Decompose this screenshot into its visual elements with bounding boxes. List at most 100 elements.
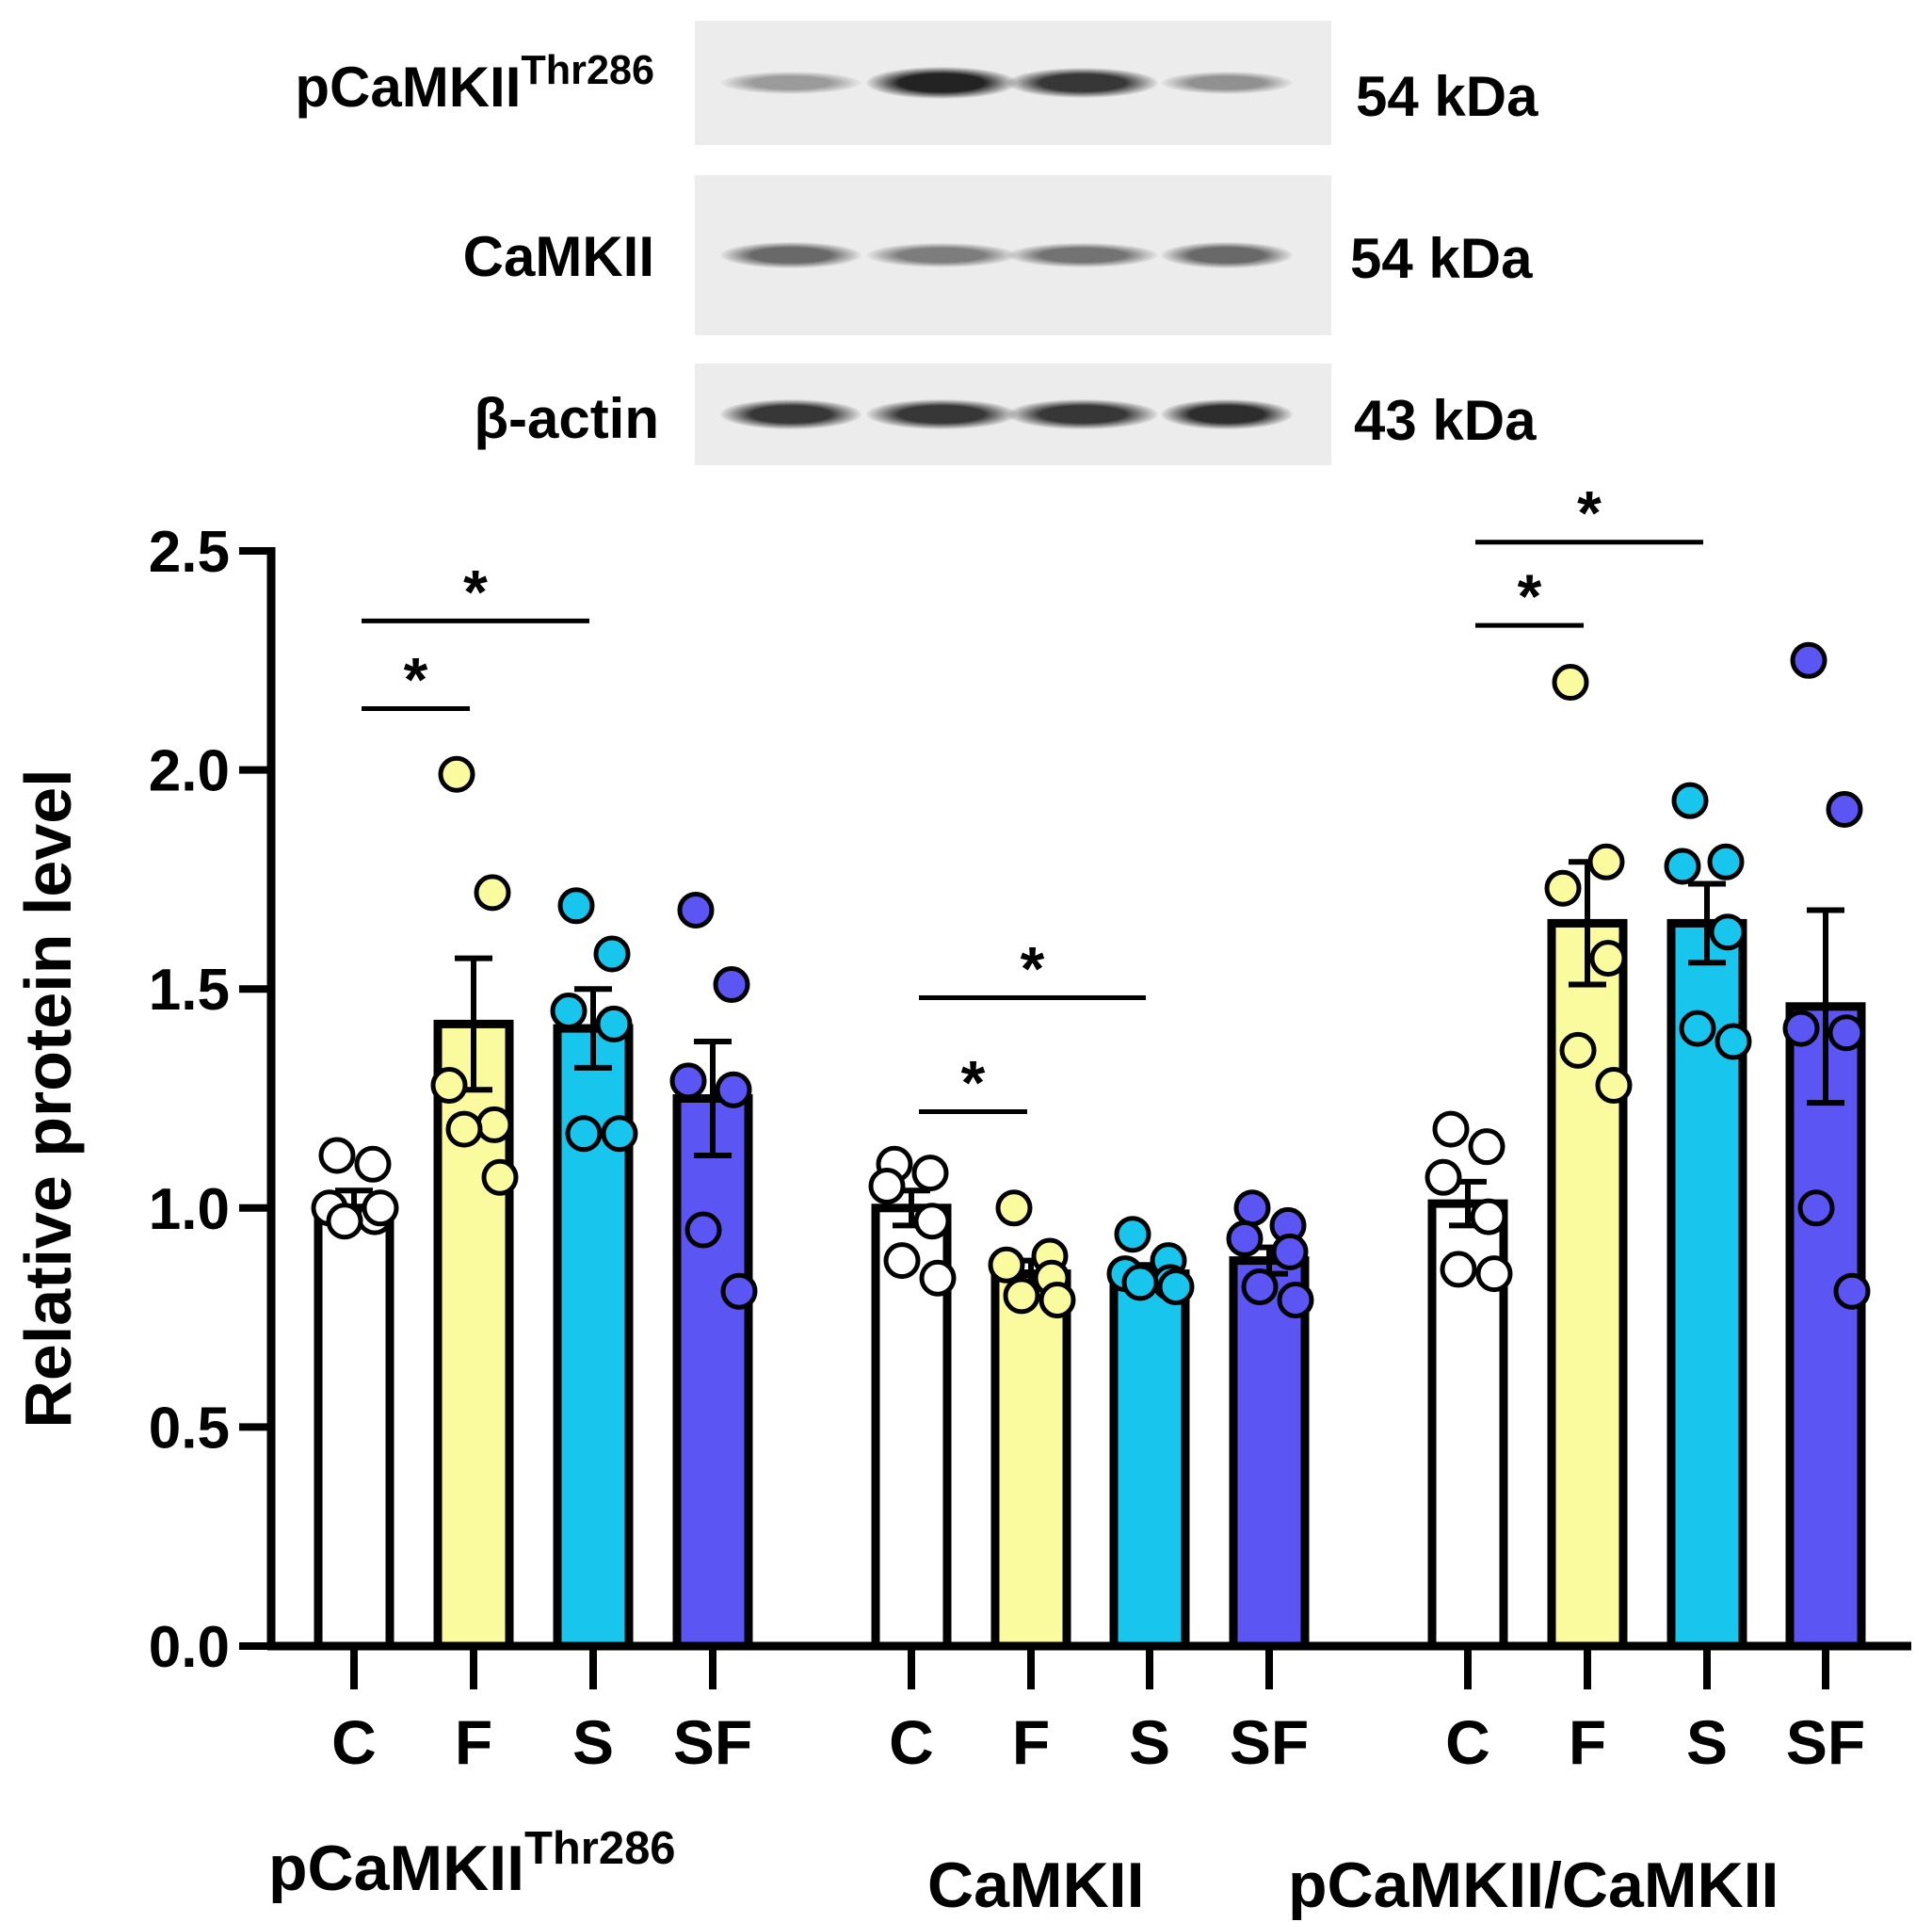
y-tick-label: 1.5 <box>149 958 230 1023</box>
blot-image-camkii <box>695 175 1331 335</box>
data-point <box>1271 1233 1309 1270</box>
blot-band <box>720 72 861 94</box>
data-point <box>550 992 588 1029</box>
data-point <box>1468 1128 1505 1166</box>
data-point <box>1709 913 1747 951</box>
x-tick-label: SF <box>673 1707 752 1777</box>
bar <box>1109 1269 1190 1651</box>
blot-band <box>866 243 1017 267</box>
significance-star: * <box>404 644 428 714</box>
blot-image-pcamkii <box>695 21 1331 145</box>
data-point <box>1707 843 1745 880</box>
x-tick-label: SF <box>1230 1707 1309 1777</box>
data-point <box>1241 1268 1279 1306</box>
group-label-text: pCaMKII <box>268 1833 524 1904</box>
significance-star: * <box>1518 561 1542 631</box>
blot-band <box>1007 68 1158 98</box>
data-point <box>1782 1009 1820 1047</box>
blot-kda-camkii: 54 kDa <box>1350 227 1533 290</box>
x-tick-label: C <box>331 1707 377 1777</box>
x-tick-label: C <box>1445 1707 1490 1777</box>
group-1: C F S SF * * <box>868 934 1314 1777</box>
data-point <box>715 1071 752 1108</box>
x-tick-label: S <box>1129 1707 1170 1777</box>
blot-band <box>1161 398 1293 430</box>
data-point <box>445 1110 483 1148</box>
data-point <box>919 1259 957 1297</box>
data-point <box>669 1062 707 1100</box>
group-label-ratio: pCaMKII/CaMKII <box>1288 1849 1779 1921</box>
data-point <box>1003 1277 1040 1315</box>
data-point <box>1587 843 1625 880</box>
blot-image-actin <box>695 363 1331 465</box>
x-tick-label: F <box>455 1707 492 1777</box>
blot-band <box>1161 71 1293 95</box>
y-tick-label: 2.0 <box>149 739 230 804</box>
data-point <box>475 1106 513 1143</box>
data-point <box>988 1246 1025 1284</box>
data-point <box>1425 1158 1462 1196</box>
data-point <box>1826 790 1863 828</box>
blot-kda-pcamkii: 54 kDa <box>1356 65 1538 128</box>
data-point <box>601 1115 638 1153</box>
data-point <box>913 1203 951 1240</box>
data-point <box>1038 1281 1076 1318</box>
x-tick-label: S <box>1686 1707 1728 1777</box>
group-0: C F S SF * * <box>311 557 758 1777</box>
blot-band <box>866 399 1017 429</box>
data-point <box>1833 1272 1871 1310</box>
data-point <box>1114 1216 1151 1253</box>
data-point <box>1790 641 1827 679</box>
data-point <box>1157 1268 1195 1306</box>
data-point <box>1589 940 1627 977</box>
y-tick-label: 2.5 <box>149 520 230 585</box>
data-point <box>354 1145 392 1183</box>
data-point <box>1544 869 1582 907</box>
blot-kda-actin: 43 kDa <box>1354 389 1537 452</box>
x-tick-label: F <box>1569 1707 1606 1777</box>
y-tick-label: 1.0 <box>149 1177 230 1242</box>
bar <box>1229 1256 1310 1651</box>
x-tick-label: C <box>889 1707 934 1777</box>
data-point <box>1595 1067 1633 1105</box>
data-point <box>911 1155 949 1192</box>
blot-label-pcamkii: pCaMKIIThr286 <box>165 50 654 120</box>
significance-star: * <box>961 1047 986 1117</box>
data-point <box>1470 1198 1507 1236</box>
data-point <box>684 1211 722 1249</box>
data-point <box>713 966 750 1004</box>
data-point <box>1664 848 1701 885</box>
data-point <box>557 887 595 925</box>
blot-band <box>720 399 861 429</box>
y-tick-label: 0.5 <box>149 1396 230 1461</box>
bar <box>314 1203 394 1651</box>
data-point <box>1797 1189 1835 1227</box>
significance-star: * <box>463 557 488 626</box>
significance-star: * <box>1021 934 1045 1004</box>
blot-band <box>1007 242 1158 268</box>
blot-band <box>720 242 861 268</box>
data-point <box>1475 1255 1513 1293</box>
data-point <box>883 1242 921 1280</box>
data-point <box>1715 1023 1752 1060</box>
data-point <box>1671 782 1709 819</box>
data-point <box>1440 1251 1477 1288</box>
data-point <box>318 1137 356 1174</box>
group-label-pcamkii: pCaMKIIThr286 <box>268 1826 676 1905</box>
data-point <box>1277 1281 1314 1318</box>
blot-label-text: pCaMKII <box>295 56 522 119</box>
x-tick-label: SF <box>1786 1707 1865 1777</box>
y-axis-label: Relative protein level <box>11 768 85 1428</box>
x-tick-label: S <box>572 1707 614 1777</box>
data-point <box>362 1189 399 1227</box>
data-point <box>677 891 715 929</box>
data-point <box>1121 1264 1159 1301</box>
data-point <box>1559 1031 1597 1069</box>
data-point <box>565 1115 603 1153</box>
bar <box>1547 918 1628 1651</box>
data-point <box>474 874 511 912</box>
data-point <box>1552 664 1589 702</box>
data-point <box>481 1158 519 1196</box>
data-point <box>438 755 475 793</box>
